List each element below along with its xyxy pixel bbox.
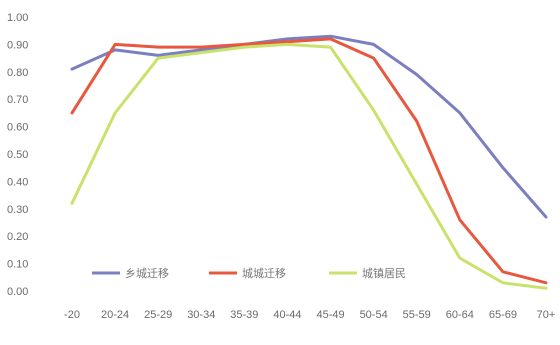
legend-label: 城城迁移 [242, 267, 286, 280]
x-tick-label: 25-29 [144, 309, 172, 321]
y-tick-label: 0.50 [7, 149, 28, 161]
x-tick-label: 60-64 [446, 309, 474, 321]
x-tick-label: 35-39 [230, 309, 258, 321]
x-tick-label: 65-69 [489, 309, 517, 321]
x-tick-label: 70+ [537, 309, 556, 321]
series-line-1 [70, 34, 548, 219]
y-tick-label: 0.70 [7, 94, 28, 106]
y-tick-label: 0.60 [7, 122, 28, 134]
y-tick-label: 0.20 [7, 231, 28, 243]
x-tick-label: -20 [64, 309, 80, 321]
legend-label: 乡城迁移 [125, 267, 169, 280]
y-tick-label: 1.00 [7, 12, 28, 24]
y-tick-label: 0.80 [7, 67, 28, 79]
x-tick-label: 55-59 [403, 309, 431, 321]
x-tick-label: 40-44 [273, 309, 301, 321]
plot-lines [70, 34, 548, 290]
y-tick-label: 0.00 [7, 286, 28, 298]
x-tick-label: 20-24 [101, 309, 129, 321]
y-tick-label: 0.90 [7, 39, 28, 51]
legend-label: 城镇居民 [362, 266, 406, 280]
series-line-2 [70, 37, 548, 285]
x-axis: -20 20-24 25-29 30-34 35-39 40-44 45-49 50-54 55… [64, 309, 555, 321]
x-tick-label: 50-54 [360, 309, 388, 321]
x-tick-label: 30-34 [187, 309, 215, 321]
series-line-3 [70, 42, 548, 290]
x-tick-label: 45-49 [316, 309, 344, 321]
legend: 乡城迁移 城城迁移 城镇居民 [92, 266, 406, 280]
y-tick-label: 0.30 [7, 204, 28, 216]
y-axis: 0.00 0.10 0.20 0.30 0.40 0.50 0.60 0.70 0.80 0.90… [7, 12, 28, 298]
y-tick-label: 0.40 [7, 176, 28, 188]
y-tick-label: 0.10 [7, 259, 28, 271]
